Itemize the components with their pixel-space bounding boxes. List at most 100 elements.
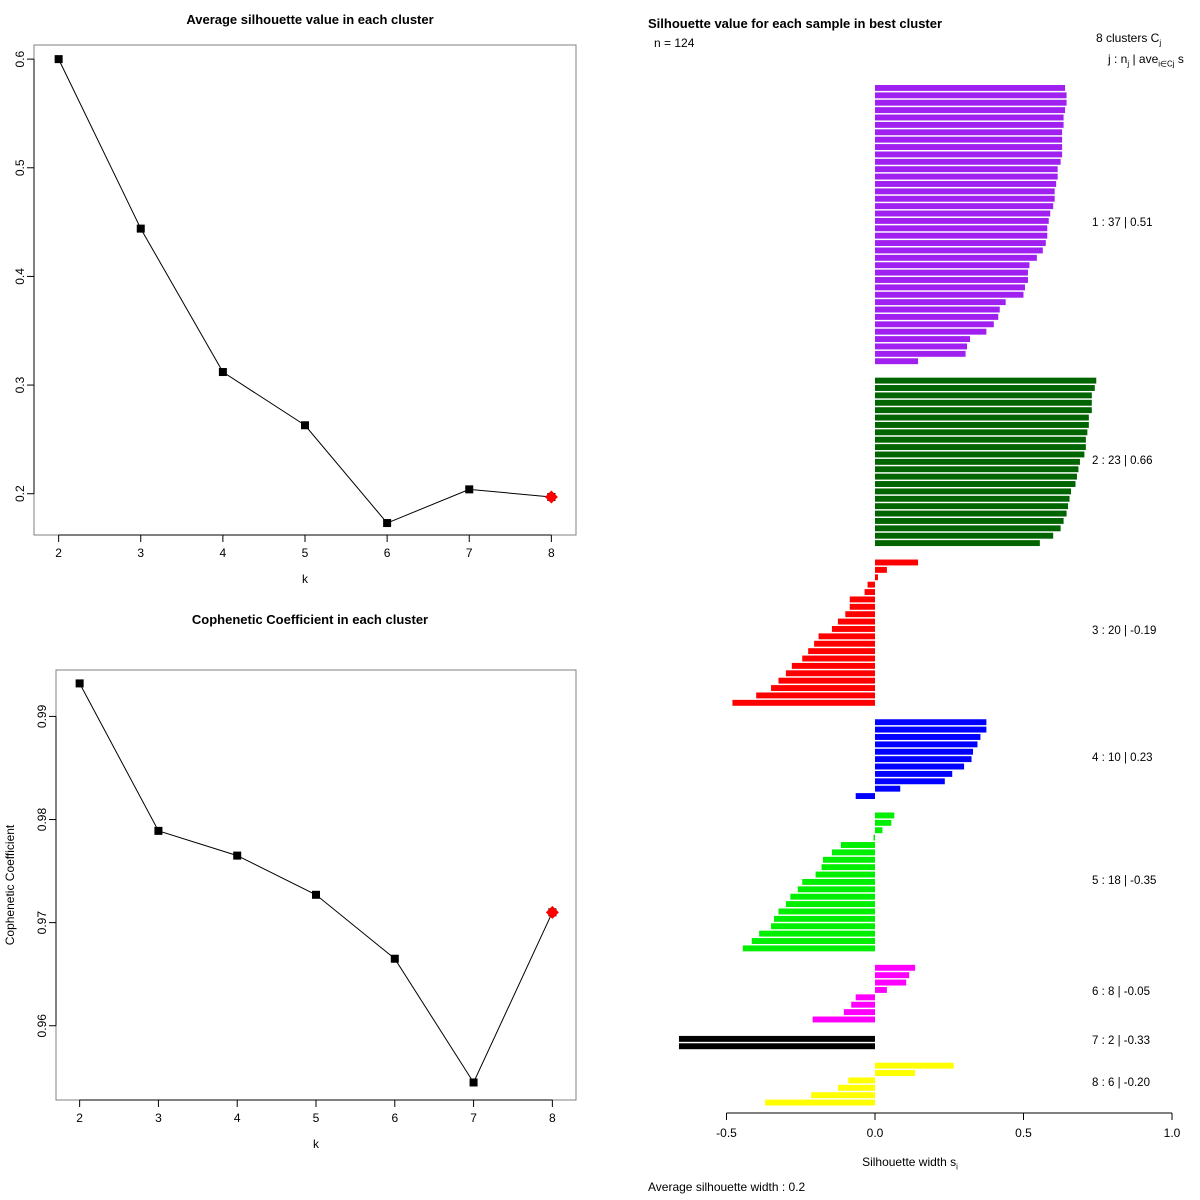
silhouette-bar <box>831 849 875 856</box>
silhouette-x-tick-label: 0.5 <box>1015 1126 1032 1140</box>
silhouette-bar <box>875 495 1070 502</box>
cophenetic-svg: 2 3 4 5 6 7 8 0.96 0.97 0.98 0.99 k Cophenetic Coeff… <box>3 669 577 1151</box>
silhouette-bar <box>823 856 875 863</box>
data-point[interactable] <box>469 1078 478 1087</box>
silhouette-bar <box>849 603 875 610</box>
silhouette-bar <box>875 336 971 343</box>
x-tick-label: 4 <box>234 1111 241 1125</box>
silhouette-bar <box>875 173 1058 180</box>
cluster-legend: 8 clusters Cj j : nj | avei∈Cj s <box>1096 30 1184 73</box>
silhouette-bar <box>875 726 987 733</box>
cluster-summary-label: 2 : 23 | 0.66 <box>1092 454 1153 467</box>
cluster-bar-group <box>732 559 919 706</box>
data-point[interactable] <box>312 890 320 899</box>
silhouette-bar <box>875 313 999 320</box>
silhouette-bar <box>875 778 945 785</box>
plot-frame <box>33 44 577 536</box>
x-tick-label: 2 <box>55 546 62 560</box>
cluster-bar-group <box>678 1035 875 1050</box>
silhouette-x-tick-label: 0.0 <box>867 1126 884 1140</box>
average-silhouette-title: Average silhouette value in each cluster <box>186 12 434 27</box>
silhouette-x-axis-label-sub: i <box>956 1162 958 1172</box>
y-tick-label: 0.3 <box>13 376 27 393</box>
silhouette-bar <box>678 1043 875 1050</box>
silhouette-bar <box>814 640 875 647</box>
silhouette-bar <box>875 972 910 979</box>
silhouette-bar <box>875 812 895 819</box>
silhouette-bar <box>848 1077 875 1084</box>
data-point[interactable] <box>136 224 145 233</box>
data-point[interactable] <box>390 954 399 963</box>
silhouette-bar <box>875 136 1063 143</box>
data-point[interactable] <box>465 485 474 494</box>
silhouette-bar <box>875 748 974 755</box>
silhouette-bar <box>875 350 966 357</box>
silhouette-bar <box>875 979 907 986</box>
cluster-summary-label: 6 : 8 | -0.05 <box>1092 986 1150 999</box>
silhouette-bar <box>873 834 875 841</box>
silhouette-bar <box>875 819 892 826</box>
silhouette-bar <box>875 473 1077 480</box>
data-point[interactable] <box>54 55 63 64</box>
cluster-legend-line-2: j : nj | avei∈Cj s <box>1096 51 1184 72</box>
silhouette-bar <box>785 901 875 908</box>
silhouette-bar <box>875 92 1067 99</box>
silhouette-bar <box>875 181 1057 187</box>
x-tick-label: 2 <box>76 1111 83 1125</box>
silhouette-bar <box>875 559 919 566</box>
data-line <box>58 58 552 524</box>
y-axis-title: Cophenetic Coefficient <box>3 824 17 945</box>
data-point[interactable] <box>218 368 227 377</box>
data-point[interactable] <box>154 826 163 835</box>
silhouette-bar <box>875 481 1076 487</box>
silhouette-bar <box>851 1001 875 1008</box>
silhouette-bar <box>875 247 1043 254</box>
highlight-point[interactable] <box>544 490 558 504</box>
silhouette-bar <box>875 429 1088 436</box>
y-tick-label: 0.99 <box>35 704 49 728</box>
x-tick-label: 4 <box>220 546 227 560</box>
silhouette-bar <box>790 893 875 900</box>
silhouette-bar <box>875 510 1067 517</box>
cophenetic-title: Cophenetic Coefficient in each cluster <box>191 612 429 627</box>
data-point[interactable] <box>383 519 392 528</box>
silhouette-x-axis-label: Silhouette width si <box>620 1155 1200 1171</box>
silhouette-bar <box>785 670 875 677</box>
silhouette-bar <box>771 923 875 930</box>
data-point[interactable] <box>301 421 309 430</box>
silhouette-bar <box>875 756 972 763</box>
silhouette-bar <box>815 871 875 878</box>
silhouette-bar <box>875 121 1064 128</box>
sample-count-label: n = 124 <box>654 36 695 50</box>
silhouette-bar <box>837 618 875 625</box>
silhouette-profile-panel: Silhouette value for each sample in best… <box>620 0 1200 1200</box>
silhouette-bar <box>778 677 875 684</box>
silhouette-bar <box>742 945 875 952</box>
y-tick-label: 0.6 <box>13 50 27 67</box>
silhouette-bar <box>875 421 1089 428</box>
silhouette-bar <box>765 1099 875 1106</box>
cluster-legend-line-1: 8 clusters Cj <box>1096 30 1184 51</box>
silhouette-bar <box>843 1009 875 1016</box>
cluster-legend-line-1-text: 8 clusters C <box>1096 31 1160 45</box>
x-tick-label: 7 <box>470 1111 477 1125</box>
silhouette-bar <box>875 85 1066 91</box>
silhouette-bar <box>875 532 1054 539</box>
silhouette-bar <box>875 277 1028 283</box>
silhouette-bar <box>751 938 875 944</box>
highlight-point[interactable] <box>545 905 559 919</box>
data-point[interactable] <box>233 851 242 860</box>
data-point[interactable] <box>75 679 84 688</box>
silhouette-bar <box>812 1016 875 1023</box>
silhouette-bar <box>797 886 875 893</box>
cluster-summary-label: 1 : 37 | 0.51 <box>1092 217 1153 230</box>
x-tick-label: 8 <box>549 1111 556 1125</box>
silhouette-bar <box>875 458 1080 465</box>
silhouette-bar <box>875 99 1067 106</box>
cluster-bar-group <box>742 812 895 952</box>
cluster-bar-group <box>875 377 1097 547</box>
x-tick-label: 5 <box>302 546 309 560</box>
silhouette-plot-title: Silhouette value for each sample in best… <box>648 16 943 31</box>
cluster-summary-label: 4 : 10 | 0.23 <box>1092 751 1153 764</box>
